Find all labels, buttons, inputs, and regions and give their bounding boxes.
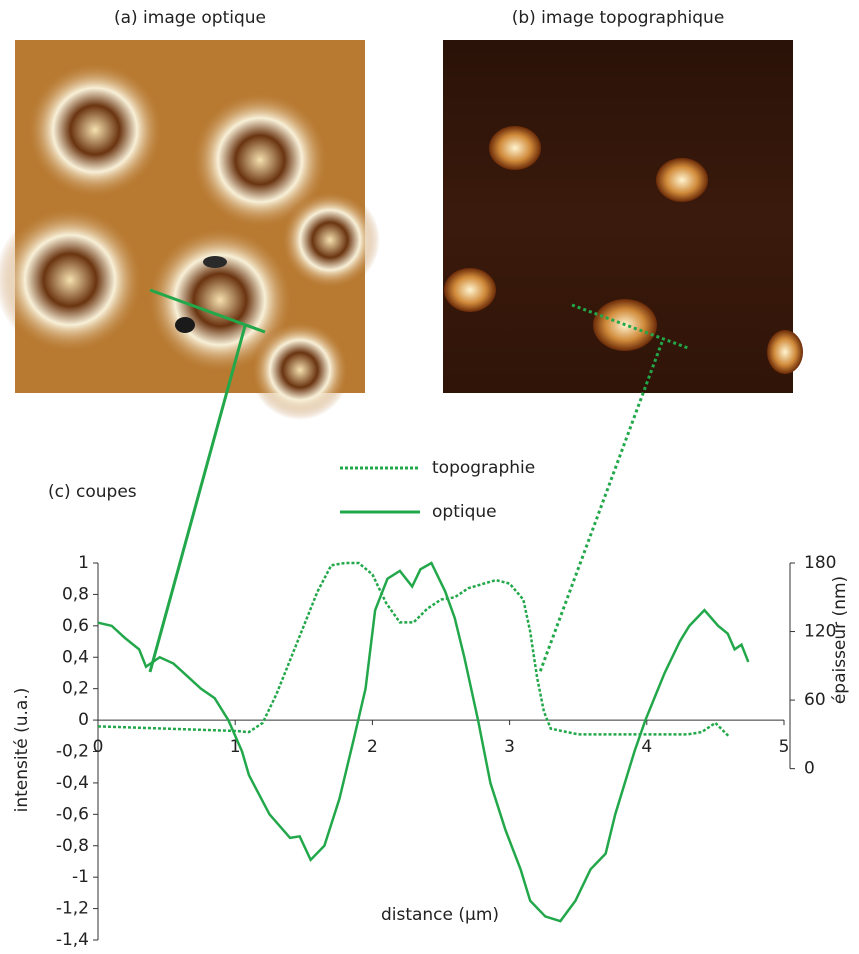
topo-image bbox=[443, 40, 803, 393]
y-tick-label: -0,8 bbox=[56, 836, 89, 856]
x-tick-label: 0 bbox=[93, 737, 104, 757]
panel-title: (a) image optique bbox=[114, 8, 266, 28]
y2-tick-label: 180 bbox=[804, 553, 836, 573]
y-axis-title: intensité (u.a.) bbox=[12, 688, 32, 813]
legend-label: optique bbox=[432, 502, 497, 522]
y2-axis-title: épaisseur (nm) bbox=[830, 576, 850, 704]
y-tick-label: -1,2 bbox=[56, 899, 89, 919]
series-line bbox=[97, 561, 731, 738]
optical-image bbox=[0, 40, 380, 420]
y-tick-label: 0,4 bbox=[62, 647, 89, 667]
connectors bbox=[148, 288, 689, 673]
chart-title: (c) coupes bbox=[48, 482, 137, 502]
y-tick-label: -0,6 bbox=[56, 804, 89, 824]
y-tick-label: -0,2 bbox=[56, 742, 89, 762]
x-axis-title: distance (µm) bbox=[381, 905, 499, 925]
y2-tick-label: 120 bbox=[804, 622, 836, 642]
y-tick-label: -1 bbox=[72, 867, 89, 887]
y-tick-label: 0 bbox=[78, 710, 89, 730]
y-tick-label: -1,4 bbox=[56, 930, 89, 950]
x-tick-label: 2 bbox=[367, 737, 378, 757]
x-tick-label: 5 bbox=[779, 737, 790, 757]
y-tick-label: 1 bbox=[78, 553, 89, 573]
y-tick-label: 0,6 bbox=[62, 616, 89, 636]
y2-tick-label: 60 bbox=[804, 690, 826, 710]
y-tick-label: -0,4 bbox=[56, 773, 89, 793]
y-tick-label: 0,8 bbox=[62, 584, 89, 604]
x-tick-label: 1 bbox=[230, 737, 241, 757]
x-tick-label: 4 bbox=[641, 737, 652, 757]
y2-tick-label: 0 bbox=[804, 759, 815, 779]
panel-title: (b) image topographique bbox=[512, 8, 725, 28]
x-tick-label: 3 bbox=[504, 737, 515, 757]
series-line bbox=[97, 561, 750, 923]
y-tick-label: 0,2 bbox=[62, 679, 89, 699]
legend-label: topographie bbox=[432, 458, 535, 478]
